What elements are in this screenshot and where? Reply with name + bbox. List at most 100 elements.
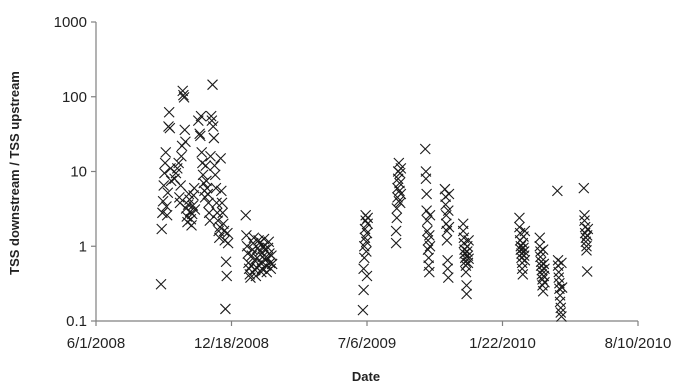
data-point [357, 304, 369, 316]
x-axis-title: Date [352, 369, 380, 384]
data-point [537, 285, 549, 297]
data-point [200, 160, 212, 171]
data-point [165, 175, 177, 187]
data-point [421, 188, 433, 200]
data-point [173, 157, 185, 169]
data-point [578, 182, 590, 194]
data-point [463, 234, 475, 246]
data-point [582, 223, 594, 235]
data-point [462, 257, 474, 269]
data-point [263, 236, 275, 248]
data-point [538, 258, 550, 270]
data-point [358, 284, 370, 296]
x-tick-label: 12/18/2008 [194, 335, 269, 352]
data-point [442, 263, 454, 275]
data-point [519, 254, 531, 266]
data-point [390, 225, 402, 237]
data-point [442, 272, 454, 284]
data-point [155, 278, 167, 290]
data-point [194, 130, 206, 142]
data-point [441, 234, 453, 246]
data-point [581, 245, 592, 256]
x-tick-label: 6/1/2008 [67, 335, 125, 352]
data-point [539, 276, 550, 288]
data-point [177, 85, 189, 97]
data-point [178, 89, 189, 101]
data-point [212, 215, 224, 227]
data-point [463, 253, 475, 265]
data-point [189, 204, 201, 215]
data-point [423, 266, 435, 278]
data-point [215, 152, 227, 164]
data-point [222, 237, 234, 249]
data-point [391, 203, 403, 214]
data-point [580, 232, 592, 244]
data-point [186, 220, 197, 231]
data-point [173, 192, 185, 203]
data-point [581, 266, 593, 277]
y-tick-label: 10 [70, 164, 87, 181]
data-point [241, 229, 252, 241]
data-point [423, 252, 435, 264]
x-tick-label: 8/10/2010 [605, 335, 672, 352]
data-point [255, 266, 267, 278]
data-point [258, 233, 270, 245]
data-point [222, 227, 233, 239]
data-point [362, 212, 374, 224]
data-point [211, 197, 222, 209]
data-point [537, 244, 549, 256]
data-point [534, 232, 546, 244]
data-point [209, 160, 220, 171]
data-point [217, 207, 229, 219]
data-point [518, 246, 530, 257]
data-point [518, 250, 530, 261]
data-point [394, 167, 406, 179]
data-point [424, 209, 436, 221]
data-point [163, 106, 175, 118]
data-point [442, 254, 454, 266]
data-point [358, 252, 370, 264]
data-point [514, 212, 525, 224]
y-axis-title: TSS downstream / TSS upstream [7, 71, 22, 275]
data-point [196, 147, 208, 158]
data-point [421, 215, 433, 227]
data-point [394, 177, 405, 189]
data-point [160, 147, 172, 158]
x-tick-label: 7/6/2009 [338, 335, 396, 352]
data-point [556, 257, 567, 269]
data-point [158, 180, 170, 191]
data-point [391, 212, 403, 224]
data-point [580, 236, 592, 248]
data-point [551, 185, 563, 197]
data-point [440, 199, 451, 211]
data-point [266, 250, 277, 261]
data-point [180, 136, 191, 148]
data-point [421, 205, 433, 216]
data-point [360, 236, 372, 248]
data-point [443, 221, 455, 233]
data-point [162, 187, 174, 199]
data-point [161, 201, 172, 212]
data-point [395, 188, 407, 200]
data-point [535, 246, 546, 257]
data-point [216, 197, 228, 209]
data-point [460, 266, 472, 278]
data-point [207, 121, 219, 132]
data-point [178, 92, 190, 103]
data-point [556, 311, 567, 322]
data-point [535, 251, 546, 263]
data-point [441, 225, 453, 237]
data-point [394, 185, 405, 197]
data-point [555, 302, 567, 314]
data-point [208, 132, 220, 144]
data-point [240, 209, 252, 221]
data-point [157, 195, 169, 207]
data-point [461, 279, 472, 291]
data-point [361, 227, 373, 239]
data-point [221, 270, 233, 282]
data-point [423, 229, 435, 241]
data-point [194, 128, 206, 140]
data-point [517, 269, 529, 280]
